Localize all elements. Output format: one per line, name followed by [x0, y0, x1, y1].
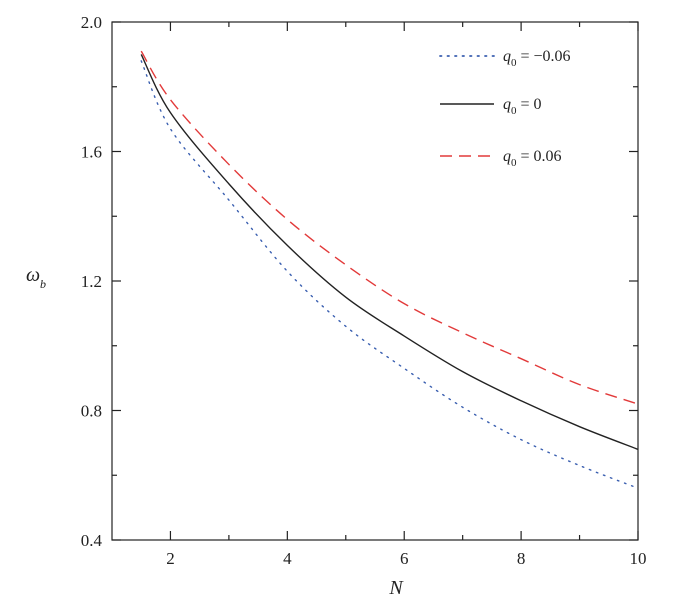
legend-label-0: q0 = −0.06 [503, 48, 571, 69]
y-tick-label: 1.6 [81, 143, 102, 162]
series-line-2 [140, 50, 639, 405]
x-tick-label: 2 [166, 549, 175, 568]
series-line-1 [140, 54, 639, 451]
legend-label-2: q0 = 0.06 [503, 148, 562, 169]
x-tick-label: 6 [400, 549, 409, 568]
series-line-0 [140, 60, 639, 489]
x-tick-label: 4 [283, 549, 292, 568]
legend: q0 = −0.06 q0 = 0 q0 = 0.06 [439, 48, 571, 169]
x-tick-label: 8 [517, 549, 526, 568]
legend-label-1: q0 = 0 [503, 96, 542, 117]
y-tick-label: 0.4 [81, 531, 103, 550]
x-axis-title: N [388, 577, 404, 599]
x-tick-label: 10 [630, 549, 647, 568]
svg-text:ω: ω [26, 264, 40, 286]
series-layer [140, 50, 639, 489]
y-tick-label: 1.2 [81, 272, 102, 291]
axis-ticks: 2 4 6 8 10 0.4 0.8 1.2 1.6 2.0 [81, 13, 647, 568]
svg-text:b: b [40, 277, 46, 291]
y-tick-label: 0.8 [81, 402, 102, 421]
plot-frame [111, 21, 639, 541]
y-tick-label: 2.0 [81, 13, 102, 32]
y-axis-title: ω b [26, 264, 46, 291]
